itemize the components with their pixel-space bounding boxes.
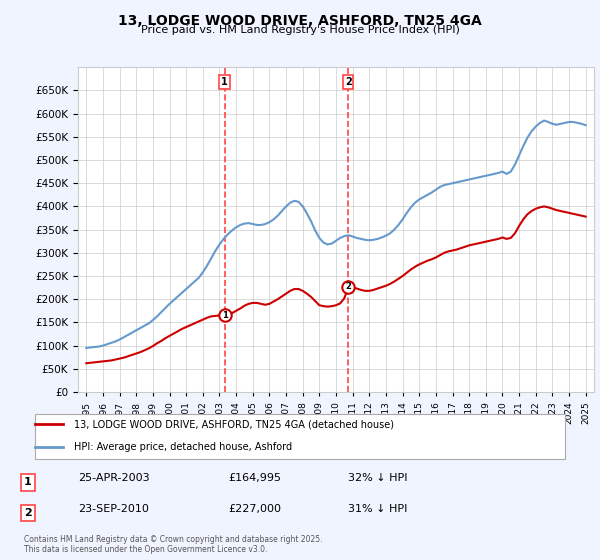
Text: 2: 2: [345, 77, 352, 87]
Text: £227,000: £227,000: [228, 504, 281, 514]
Text: 2: 2: [345, 282, 351, 291]
Point: [343, 282, 353, 291]
Text: 13, LODGE WOOD DRIVE, ASHFORD, TN25 4GA: 13, LODGE WOOD DRIVE, ASHFORD, TN25 4GA: [118, 14, 482, 28]
Point: [220, 311, 230, 320]
Text: Contains HM Land Registry data © Crown copyright and database right 2025.
This d: Contains HM Land Registry data © Crown c…: [24, 535, 323, 554]
Text: 32% ↓ HPI: 32% ↓ HPI: [348, 473, 407, 483]
Text: 13, LODGE WOOD DRIVE, ASHFORD, TN25 4GA (detached house): 13, LODGE WOOD DRIVE, ASHFORD, TN25 4GA …: [74, 419, 394, 429]
FancyBboxPatch shape: [35, 414, 565, 459]
Text: 1: 1: [221, 77, 228, 87]
Text: HPI: Average price, detached house, Ashford: HPI: Average price, detached house, Ashf…: [74, 442, 292, 452]
Text: 2: 2: [24, 508, 32, 518]
Text: 25-APR-2003: 25-APR-2003: [78, 473, 149, 483]
Text: Price paid vs. HM Land Registry's House Price Index (HPI): Price paid vs. HM Land Registry's House …: [140, 25, 460, 35]
Text: 23-SEP-2010: 23-SEP-2010: [78, 504, 149, 514]
Text: 31% ↓ HPI: 31% ↓ HPI: [348, 504, 407, 514]
Text: 1: 1: [222, 311, 228, 320]
Text: 1: 1: [24, 477, 32, 487]
Text: £164,995: £164,995: [228, 473, 281, 483]
